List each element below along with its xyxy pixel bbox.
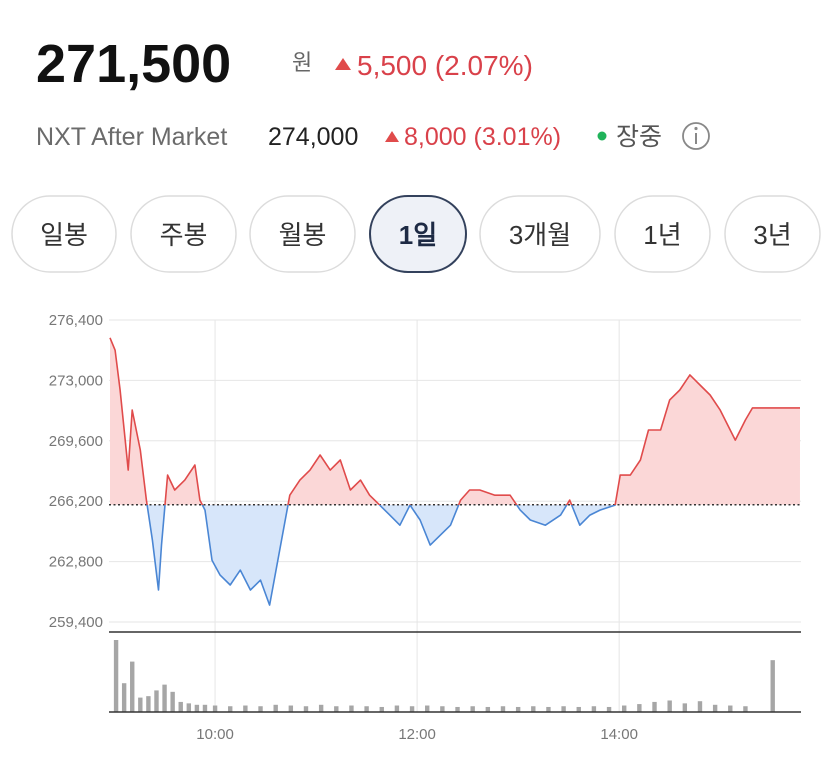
tab-pill[interactable] [249,195,356,273]
volume-bar [591,706,597,712]
volume-bar [770,660,775,712]
tab-label[interactable]: 1일 [399,220,437,250]
volume-bar [728,705,733,712]
volume-bar [273,704,278,712]
tab[interactable]: 월봉 [249,195,356,273]
volume-bar [194,704,200,712]
volume-bar [178,701,183,712]
tab-label[interactable]: 주봉 [160,220,208,250]
volume-bar [154,690,159,712]
price: 271,500 [36,34,231,94]
volume-bar [743,706,748,712]
volume-bar [652,701,657,712]
volume-bar [146,696,151,712]
price-chart: 259,400 262,800 266,200 269,600 273,000 276,4… [49,312,801,743]
tab[interactable]: 1일 [369,195,467,273]
market-status: 장중 [616,123,662,151]
price-line [109,337,800,606]
period-tabs: 일봉 주봉 월봉 1일 3개월 1년 3년 [11,195,821,273]
volume-bar [622,705,627,712]
after-market-label: NXT After Market [36,123,227,151]
x-tick-label: 14:00 [600,726,638,743]
volume-bar [303,706,309,712]
volume-bar [515,706,521,712]
volume-bar [130,661,135,712]
volume-bar [202,704,208,712]
volume-bar [576,706,581,712]
volume-bar [485,706,491,712]
tab-pill[interactable] [479,195,601,273]
tab-pill[interactable] [614,195,711,273]
volume-bar [186,703,192,712]
volume-bar [318,704,324,712]
volume-bar [162,684,167,712]
volume-bar [606,706,612,712]
volume-bar [712,704,718,712]
volume-bar [349,705,354,712]
volume-bar [258,706,263,712]
tab[interactable]: 3개월 [479,195,601,273]
y-tick-label: 273,000 [49,372,103,389]
volume-bar [667,700,672,712]
tab-pill[interactable] [724,195,821,273]
tab[interactable]: 일봉 [11,195,117,273]
volume-bar [243,705,248,712]
up-arrow [385,131,399,142]
volume-bar [138,697,143,712]
volume-bar [697,701,703,712]
volume-bar [561,706,566,712]
status-dot [597,131,607,141]
tab-pill[interactable] [369,195,467,273]
x-tick-label: 10:00 [196,726,234,743]
volume-bar [531,706,536,712]
volume-bar [455,706,460,712]
volume-bar [170,691,175,712]
tab-label[interactable]: 일봉 [40,220,88,250]
tab[interactable]: 1년 [614,195,711,273]
volume-bar [682,703,688,712]
volume-bar [470,706,475,712]
price-unit: 원 [292,50,312,75]
volume-bar [440,706,445,712]
volume-bar [212,705,218,712]
volume-bar [500,706,506,712]
tab-label[interactable]: 3년 [753,220,791,250]
volume-bar [334,706,339,712]
tab-pill[interactable] [130,195,237,273]
after-market-price: 274,000 [268,123,358,151]
volume-bar [379,706,384,712]
volume-bar [546,706,551,712]
tab-label[interactable]: 3개월 [509,220,571,250]
tab-label[interactable]: 월봉 [279,220,327,250]
up-arrow [335,58,351,70]
tab-pill[interactable] [11,195,117,273]
price-area [110,337,800,606]
y-tick-label: 259,400 [49,614,103,631]
after-market-change: 8,000 (3.01%) [404,123,561,151]
volume-bar [121,683,127,712]
volume-bar [409,706,415,712]
volume-bar [288,705,294,712]
info-icon[interactable] [682,122,710,150]
y-tick-label: 266,200 [49,493,103,510]
volume-bar [425,705,430,712]
tab-label[interactable]: 1년 [643,220,681,250]
volume-bar [637,704,642,712]
tab[interactable]: 주봉 [130,195,237,273]
volume-bar [394,705,400,712]
y-tick-label: 269,600 [49,433,103,450]
tab[interactable]: 3년 [724,195,821,273]
y-tick-label: 262,800 [49,554,103,571]
volume-bar [228,706,233,712]
volume-bar [364,706,369,712]
volume-bar [113,640,119,712]
y-tick-label: 276,400 [49,312,103,329]
x-tick-label: 12:00 [398,726,436,743]
price-change: 5,500 (2.07%) [357,50,533,81]
